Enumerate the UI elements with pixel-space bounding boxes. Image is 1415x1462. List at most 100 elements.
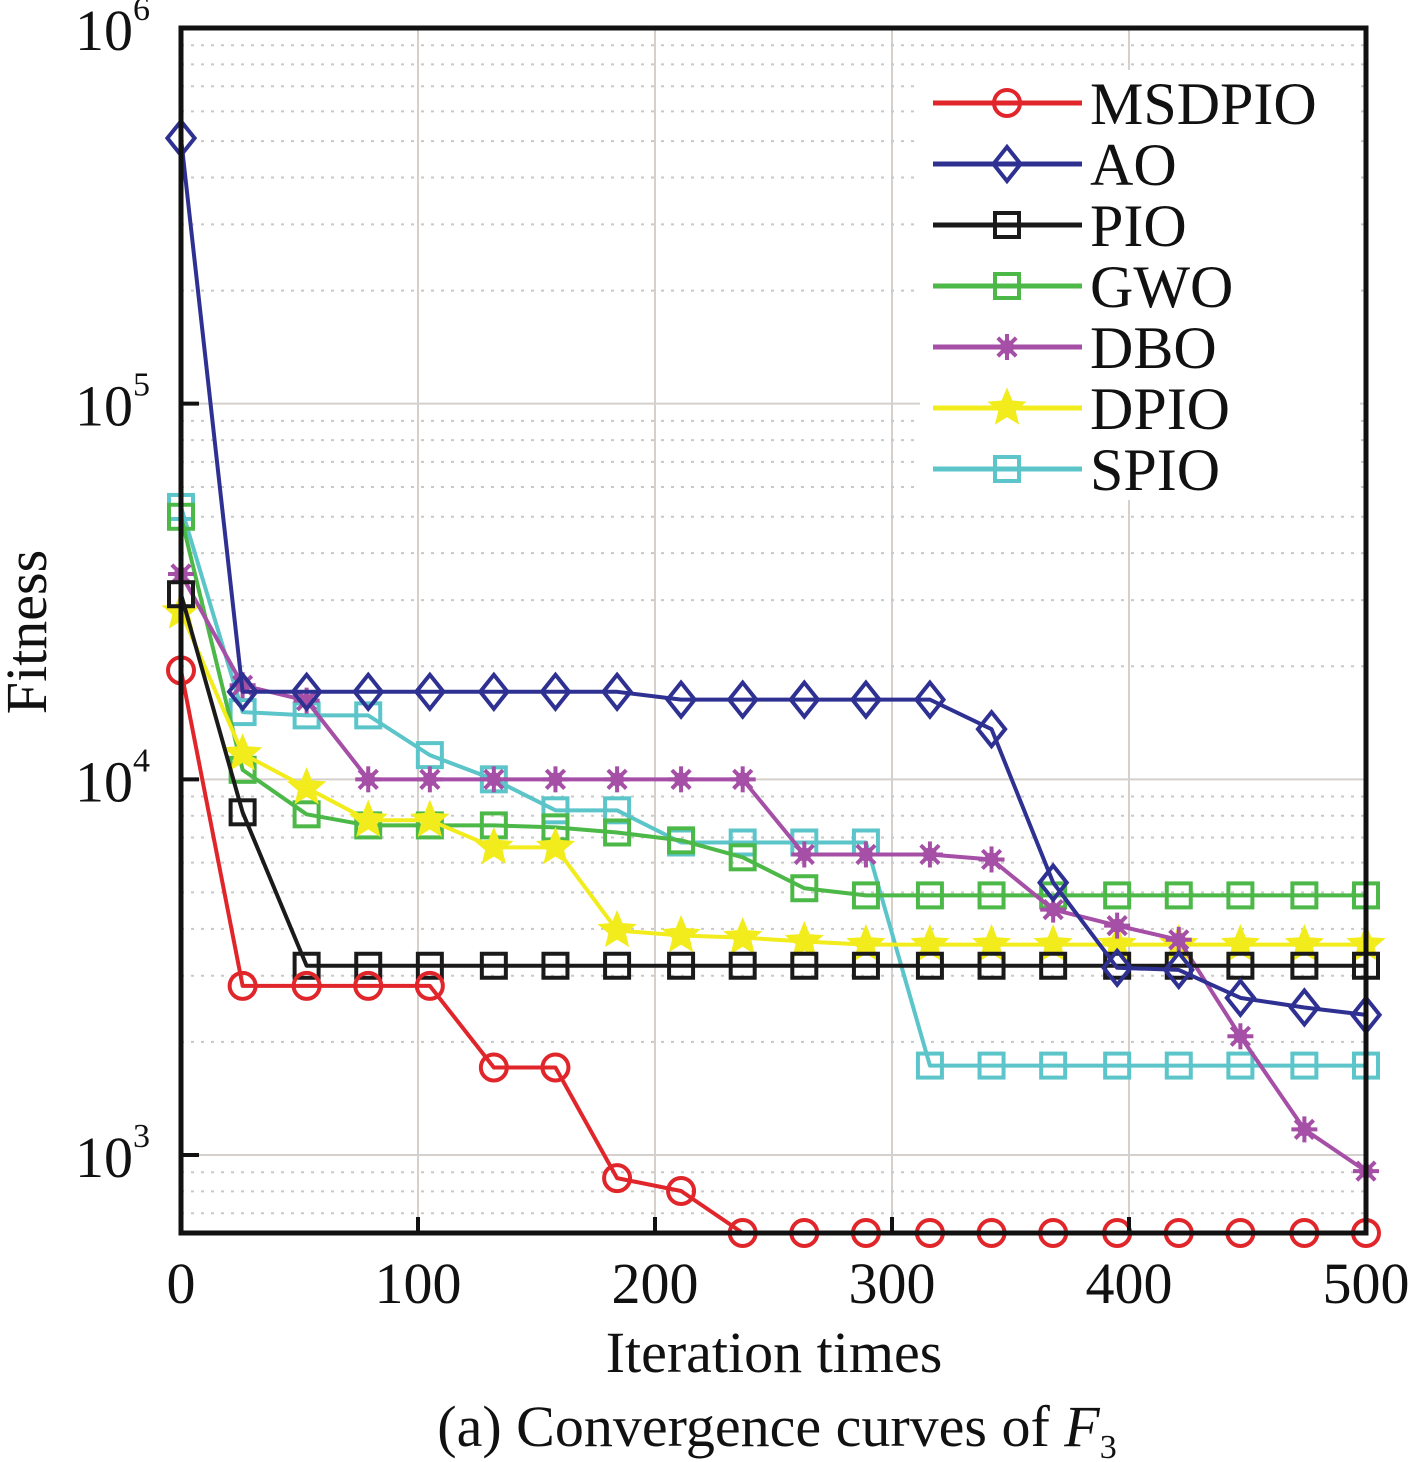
asterisk-marker-core [1297, 1122, 1312, 1137]
data-point-msdpio [602, 1163, 633, 1194]
legend-marker-gwo [993, 272, 1021, 300]
square-marker-shape [479, 951, 508, 980]
legend-marker-dbo [994, 334, 1020, 360]
diamond-marker-shape [539, 671, 572, 713]
y-tick-exponent: 3 [133, 1118, 150, 1155]
data-point-dpio [474, 826, 514, 865]
legend-marker-pio [993, 211, 1021, 239]
square-marker-shape [667, 951, 696, 980]
data-point-ao [1036, 862, 1070, 903]
square-marker-shape [915, 1051, 944, 1080]
data-point-msdpio [227, 970, 258, 1001]
asterisk-marker-core [1233, 1029, 1248, 1044]
data-point-dbo [668, 766, 695, 793]
circle-marker-shape [227, 970, 258, 1001]
data-point-msdpio [291, 970, 322, 1001]
data-point-gwo [915, 881, 944, 910]
circle-marker-shape [478, 1052, 509, 1083]
asterisk-marker-core [674, 772, 689, 787]
square-marker-shape [851, 881, 880, 910]
square-marker-shape [1103, 1051, 1132, 1080]
square-marker-shape [977, 881, 1006, 910]
y-tick-label: 103 [75, 1118, 150, 1190]
asterisk-marker-core [422, 772, 437, 787]
data-point-pio [415, 951, 444, 980]
asterisk-marker-core [1171, 932, 1186, 947]
asterisk-marker-core [361, 772, 376, 787]
data-point-gwo [851, 881, 880, 910]
data-point-dbo [978, 846, 1005, 873]
y-tick-base: 10 [75, 1125, 133, 1190]
legend-item-msdpio: MSDPIO [933, 71, 1317, 137]
star-marker-shape [784, 920, 824, 959]
data-point-dbo [416, 766, 443, 793]
square-marker-shape [354, 951, 383, 980]
data-point-ao [664, 679, 698, 720]
star-marker-shape [286, 767, 327, 805]
data-point-spio [1103, 1051, 1132, 1080]
asterisk-marker-core [548, 772, 563, 787]
diamond-marker-shape [1224, 977, 1257, 1019]
diamond-marker-shape [352, 671, 385, 713]
diamond-marker-shape [990, 143, 1024, 185]
data-point-pio [603, 951, 632, 980]
data-point-pio [1290, 951, 1319, 980]
legend-label-gwo: GWO [1090, 254, 1233, 320]
circle-marker-shape [540, 1052, 571, 1083]
square-marker-shape [354, 701, 383, 730]
data-point-pio [790, 951, 819, 980]
legend-label-msdpio: MSDPIO [1090, 71, 1317, 137]
diamond-marker-shape [1036, 862, 1070, 903]
square-marker-shape [1290, 951, 1319, 980]
data-point-ao [1162, 949, 1195, 991]
data-point-dpio [723, 916, 763, 955]
data-point-pio [1039, 951, 1068, 980]
data-point-pio [667, 951, 696, 980]
diamond-marker-shape [1162, 949, 1195, 991]
data-point-dbo [729, 766, 756, 793]
diamond-marker-shape [290, 671, 323, 713]
square-marker-shape [603, 951, 632, 980]
square-marker-shape [1103, 881, 1132, 910]
data-point-gwo [603, 818, 632, 847]
square-marker-shape [977, 1051, 1006, 1080]
square-marker-shape [1226, 1051, 1255, 1080]
data-point-pio [354, 951, 383, 980]
y-tick-label: 106 [75, 0, 150, 63]
circle-marker-shape [414, 970, 445, 1001]
data-point-pio [541, 951, 570, 980]
asterisk-marker-core [858, 847, 873, 862]
legend-item-dbo: DBO [933, 315, 1217, 381]
star-marker-shape [222, 733, 263, 771]
data-point-msdpio [414, 970, 445, 1001]
y-tick-base: 10 [75, 749, 133, 814]
square-marker-shape [790, 951, 819, 980]
y-tick-exponent: 4 [133, 742, 150, 779]
square-marker-shape [728, 843, 757, 872]
caption-subscript: 3 [1100, 1429, 1117, 1462]
x-tick-label: 0 [167, 1251, 196, 1316]
data-point-gwo [1164, 881, 1193, 910]
data-point-msdpio [478, 1052, 509, 1083]
data-point-ao [1100, 947, 1134, 989]
star-marker-shape [474, 826, 514, 865]
caption-variable: F [1063, 1394, 1100, 1459]
data-point-spio [915, 1051, 944, 1080]
square-marker-shape [993, 272, 1021, 300]
asterisk-marker-core [486, 772, 501, 787]
data-point-dbo [542, 766, 569, 793]
data-point-ao [849, 679, 883, 720]
data-point-dpio [222, 733, 263, 771]
star-marker-shape [535, 826, 576, 865]
square-marker-shape [1164, 881, 1193, 910]
circle-marker-shape [992, 88, 1022, 118]
data-point-ao [413, 671, 447, 713]
asterisk-marker-core [1046, 902, 1061, 917]
asterisk-marker-core [922, 847, 937, 862]
data-point-pio [292, 951, 321, 980]
legend-marker-msdpio [992, 88, 1022, 118]
square-marker-shape [1039, 951, 1068, 980]
star-marker-shape [348, 799, 388, 837]
square-marker-shape [728, 828, 757, 857]
